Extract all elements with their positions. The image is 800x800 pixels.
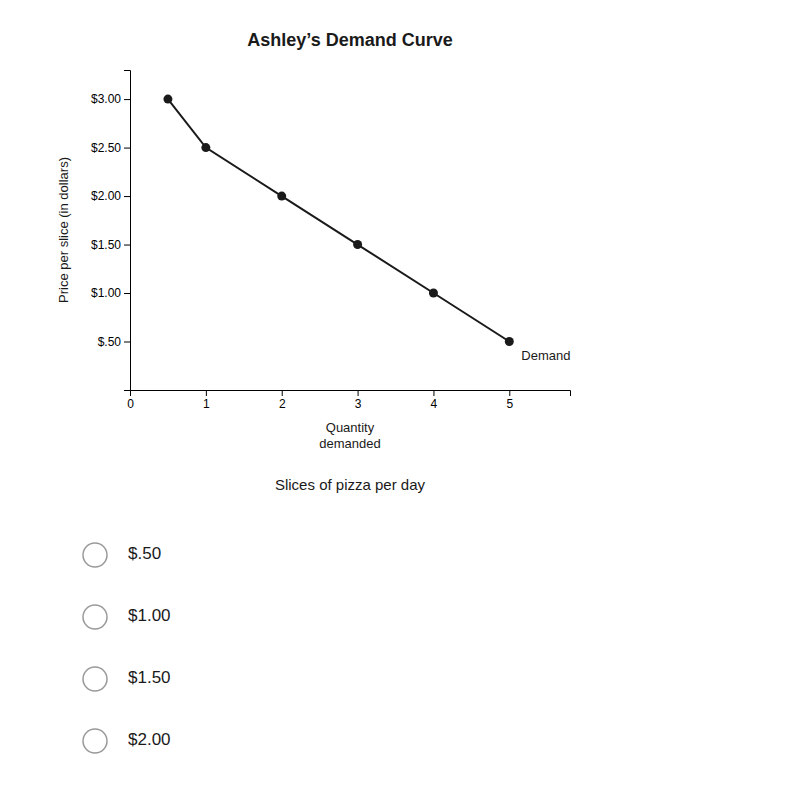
choice-circle (83, 605, 107, 629)
point (277, 192, 286, 201)
choice: $1.00 (83, 605, 171, 629)
point (163, 95, 172, 104)
x-axis: 0 1 2 3 4 5 (127, 390, 570, 411)
x-tick-mark (282, 390, 283, 396)
plot: 0 1 2 3 4 5 $.50 $1.00 $1.50 $2.00 $2.50 $3.00 Deman… (56, 30, 571, 493)
y-tick-mark (124, 196, 130, 197)
choice: $.50 (83, 543, 161, 567)
chart: 0 1 2 3 4 5 $.50 $1.00 $1.50 $2.00 $2.50 $3.00 Deman… (0, 0, 800, 800)
x-tick-label: 1 (203, 397, 210, 411)
choice-label: $2.00 (128, 730, 171, 749)
y-tick-mark (124, 99, 130, 100)
y-axis-title: Price per slice (in dollars) (56, 157, 71, 303)
y-tick-label: $3.00 (91, 92, 121, 106)
x-tick-label: 2 (279, 397, 286, 411)
y-tick: $2.00 (91, 189, 130, 203)
point (429, 289, 438, 298)
subtitle: Slices of pizza per day (275, 476, 426, 493)
x-tick-mark (206, 390, 207, 396)
x-tick-label: 3 (355, 397, 362, 411)
x-tick: 1 (203, 390, 210, 411)
y-tick-mark (124, 245, 130, 246)
y-axis: $.50 $1.00 $1.50 $2.00 $2.50 $3.00 (91, 71, 131, 391)
y-tick: $.50 (98, 335, 130, 349)
x-axis-title: Quantitydemanded (319, 420, 380, 451)
choice: $1.50 (83, 667, 171, 691)
choices: $.50 $1.00 $1.50 $2.00 (83, 543, 171, 753)
x-tick-label: 0 (127, 397, 134, 411)
y-tick-label: $.50 (98, 335, 122, 349)
choice-circle (83, 543, 107, 567)
x-tick: 3 (355, 390, 362, 411)
x-tick-label: 5 (506, 397, 513, 411)
y-tick-mark (124, 293, 130, 294)
x-tick-mark (433, 390, 434, 396)
y-tick: $1.50 (91, 238, 130, 252)
y-tick-label: $1.00 (91, 286, 121, 300)
point (353, 240, 362, 249)
y-tick-label: $2.00 (91, 189, 121, 203)
choice-label: $.50 (128, 544, 161, 563)
choice-label: $1.50 (128, 668, 171, 687)
choice-circle (83, 729, 107, 753)
y-tick: $3.00 (91, 92, 130, 106)
choice: $2.00 (83, 729, 171, 753)
x-tick-label: 4 (431, 397, 438, 411)
choice-label: $1.00 (128, 606, 171, 625)
x-axis-line (131, 391, 571, 397)
y-tick-mark (124, 342, 130, 343)
y-tick-label: $1.50 (91, 238, 121, 252)
choice-circle (83, 667, 107, 691)
point (505, 337, 514, 346)
y-tick-mark (124, 148, 130, 149)
x-tick: 5 (506, 390, 513, 411)
title: Ashley’s Demand Curve (247, 30, 452, 50)
point (201, 143, 210, 152)
x-tick-mark (358, 390, 359, 396)
marks (163, 95, 513, 346)
annotation: Demand (521, 348, 570, 363)
demand-line (168, 99, 509, 341)
x-tick-mark (509, 390, 510, 396)
y-tick: $2.50 (91, 141, 130, 155)
x-tick: 2 (279, 390, 286, 411)
x-tick: 0 (127, 390, 134, 411)
y-tick-label: $2.50 (91, 141, 121, 155)
x-tick: 4 (431, 390, 438, 411)
y-tick: $1.00 (91, 286, 130, 300)
y-axis-line (124, 71, 131, 391)
